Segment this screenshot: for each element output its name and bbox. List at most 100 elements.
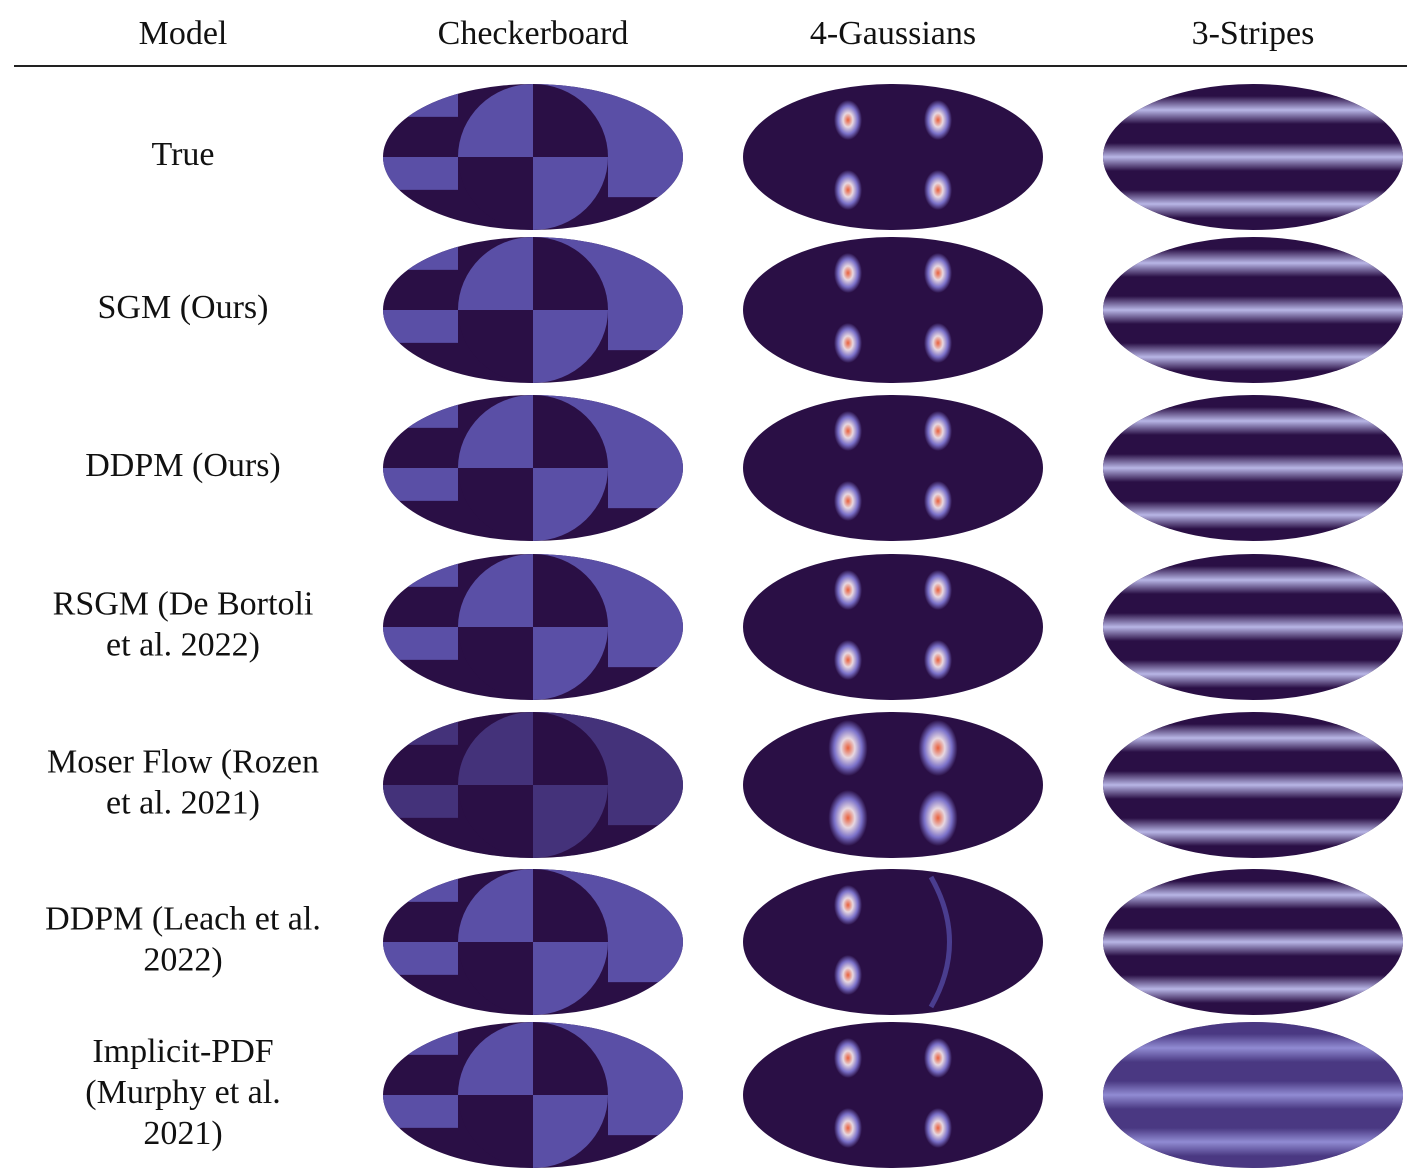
inner <box>458 554 608 700</box>
cell <box>383 468 458 501</box>
background <box>743 84 1043 230</box>
sphere-plot <box>1103 237 1403 383</box>
artifact <box>928 875 952 1009</box>
gaussian <box>918 790 958 846</box>
sphere-plot <box>743 84 1043 230</box>
sphere-plot <box>383 237 683 383</box>
stripe <box>1103 928 1403 956</box>
inner <box>458 1022 608 1168</box>
gaussian <box>834 1038 862 1078</box>
cell <box>383 554 458 587</box>
stripe <box>1103 818 1403 846</box>
cell <box>608 627 683 668</box>
model-name: SGM (Ours) <box>98 289 269 326</box>
background <box>743 712 1043 858</box>
model-name: DDPM (Leach et al. <box>45 900 321 937</box>
sphere-plot <box>743 395 1043 541</box>
stripe <box>1103 190 1403 218</box>
background <box>743 237 1043 383</box>
stripe <box>1103 881 1403 909</box>
model-name: RSGM (De Bortoli <box>53 585 314 622</box>
cell <box>608 310 683 351</box>
gaussian <box>834 170 862 210</box>
cell <box>383 942 458 975</box>
column-header: 3-Stripes <box>1192 15 1315 52</box>
column-header: 4-Gaussians <box>810 15 976 52</box>
stripe <box>1103 501 1403 529</box>
gaussian <box>834 955 862 995</box>
blur <box>383 712 683 858</box>
inner <box>458 869 608 1015</box>
stripe <box>1103 454 1403 482</box>
cell <box>608 1095 683 1136</box>
gaussian <box>924 411 952 451</box>
sphere-plot <box>1103 869 1403 1015</box>
sphere-plot <box>383 395 683 541</box>
sphere-plot <box>1103 84 1403 230</box>
stripe <box>1103 566 1403 594</box>
sphere-plot <box>743 237 1043 383</box>
model-name: DDPM (Ours) <box>85 447 281 484</box>
stripe <box>1103 975 1403 1003</box>
cell <box>383 1095 458 1128</box>
column-header: Model <box>139 15 228 52</box>
gaussian <box>828 720 868 776</box>
gaussian <box>924 253 952 293</box>
cell <box>383 157 458 190</box>
cell <box>608 157 683 198</box>
cell <box>383 785 458 818</box>
background <box>743 554 1043 700</box>
sphere-plot <box>383 1022 683 1168</box>
stripe <box>1103 96 1403 124</box>
gaussian <box>924 323 952 363</box>
cell <box>608 942 683 983</box>
gaussian <box>834 885 862 925</box>
stripe <box>1103 343 1403 371</box>
cell <box>383 84 458 117</box>
model-name: et al. 2021) <box>106 784 260 821</box>
inner <box>458 237 608 383</box>
sphere-plot <box>1103 712 1403 858</box>
gaussian <box>924 640 952 680</box>
stripe <box>1103 143 1403 171</box>
cell <box>383 237 458 270</box>
sphere-plot <box>743 712 1043 858</box>
column-header: Checkerboard <box>438 15 629 52</box>
sphere-plot <box>383 554 683 700</box>
gaussian <box>834 570 862 610</box>
sphere-plot <box>1103 554 1403 700</box>
sphere-plot <box>743 1022 1043 1168</box>
sphere-plot <box>383 712 683 858</box>
cell <box>383 1022 458 1055</box>
gaussian <box>924 570 952 610</box>
background <box>743 395 1043 541</box>
cell <box>383 310 458 343</box>
gaussian <box>924 1108 952 1148</box>
inner <box>458 395 608 541</box>
sphere-plot <box>383 84 683 230</box>
gaussian <box>924 100 952 140</box>
stripe <box>1103 613 1403 641</box>
cell <box>383 395 458 428</box>
inner <box>458 84 608 230</box>
stripe <box>1103 249 1403 277</box>
gaussian <box>924 1038 952 1078</box>
cell <box>383 869 458 902</box>
stripe <box>1103 407 1403 435</box>
sphere-plot <box>383 869 683 1015</box>
sphere-plot <box>743 869 1043 1015</box>
sphere-plot <box>1103 395 1403 541</box>
model-name: True <box>152 136 215 173</box>
gaussian <box>834 323 862 363</box>
gaussian <box>834 100 862 140</box>
model-name: 2022) <box>143 941 222 978</box>
model-name: Implicit-PDF <box>92 1033 273 1070</box>
sphere-plot <box>743 554 1043 700</box>
gaussian <box>828 790 868 846</box>
gaussian <box>918 720 958 776</box>
gaussian <box>834 481 862 521</box>
stripe <box>1103 660 1403 688</box>
model-name: (Murphy et al. <box>85 1074 280 1111</box>
model-name: et al. 2022) <box>106 626 260 663</box>
